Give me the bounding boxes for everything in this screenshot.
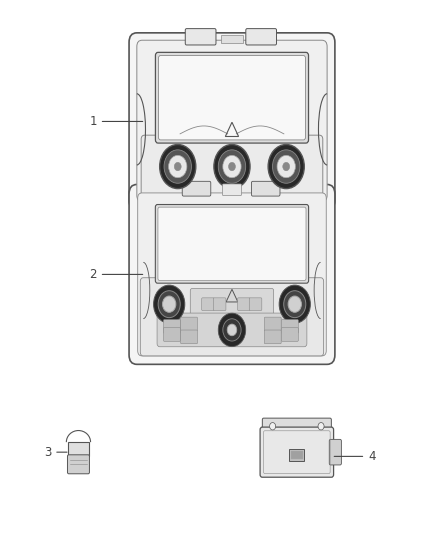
FancyBboxPatch shape: [155, 205, 309, 283]
FancyBboxPatch shape: [262, 418, 332, 433]
Circle shape: [272, 150, 300, 183]
FancyBboxPatch shape: [163, 320, 180, 333]
FancyBboxPatch shape: [129, 33, 335, 210]
Circle shape: [277, 156, 295, 177]
FancyBboxPatch shape: [264, 317, 281, 331]
Circle shape: [169, 156, 187, 177]
Circle shape: [318, 423, 324, 430]
FancyBboxPatch shape: [180, 330, 198, 344]
Bar: [221, 36, 243, 43]
FancyBboxPatch shape: [190, 288, 274, 316]
FancyBboxPatch shape: [67, 455, 89, 474]
Circle shape: [279, 285, 311, 323]
FancyBboxPatch shape: [185, 29, 216, 45]
Circle shape: [268, 144, 304, 189]
Circle shape: [162, 296, 176, 312]
Circle shape: [160, 144, 196, 189]
Circle shape: [288, 296, 301, 312]
FancyBboxPatch shape: [163, 328, 180, 341]
Circle shape: [223, 319, 241, 341]
FancyBboxPatch shape: [157, 313, 307, 347]
Circle shape: [218, 150, 246, 183]
Circle shape: [214, 144, 250, 189]
Text: 1: 1: [89, 115, 143, 128]
FancyBboxPatch shape: [282, 320, 298, 333]
FancyBboxPatch shape: [264, 330, 281, 344]
FancyBboxPatch shape: [140, 278, 324, 356]
Circle shape: [283, 163, 290, 171]
FancyBboxPatch shape: [202, 298, 214, 311]
Circle shape: [158, 290, 180, 318]
Bar: [290, 450, 303, 459]
Circle shape: [223, 156, 241, 177]
FancyBboxPatch shape: [141, 135, 323, 202]
FancyBboxPatch shape: [158, 207, 306, 280]
FancyBboxPatch shape: [223, 184, 241, 196]
FancyBboxPatch shape: [155, 52, 308, 143]
Circle shape: [164, 150, 191, 183]
Circle shape: [174, 163, 181, 171]
Circle shape: [270, 423, 276, 430]
FancyBboxPatch shape: [282, 328, 298, 341]
FancyBboxPatch shape: [129, 184, 335, 365]
FancyBboxPatch shape: [249, 298, 262, 311]
Text: 3: 3: [44, 446, 67, 459]
Circle shape: [218, 313, 246, 346]
FancyBboxPatch shape: [182, 181, 211, 196]
FancyBboxPatch shape: [237, 298, 250, 311]
FancyBboxPatch shape: [137, 40, 327, 201]
FancyBboxPatch shape: [159, 55, 305, 140]
FancyBboxPatch shape: [251, 181, 280, 196]
FancyBboxPatch shape: [67, 442, 89, 456]
Circle shape: [229, 163, 235, 171]
FancyBboxPatch shape: [260, 427, 334, 477]
Circle shape: [284, 290, 306, 318]
FancyBboxPatch shape: [180, 317, 198, 331]
FancyBboxPatch shape: [329, 439, 341, 465]
Text: 4: 4: [334, 450, 376, 463]
Circle shape: [227, 324, 237, 336]
FancyBboxPatch shape: [246, 29, 276, 45]
Circle shape: [154, 285, 185, 323]
Bar: [289, 449, 304, 461]
FancyBboxPatch shape: [138, 193, 326, 356]
FancyBboxPatch shape: [213, 298, 226, 311]
Text: 2: 2: [89, 268, 143, 281]
